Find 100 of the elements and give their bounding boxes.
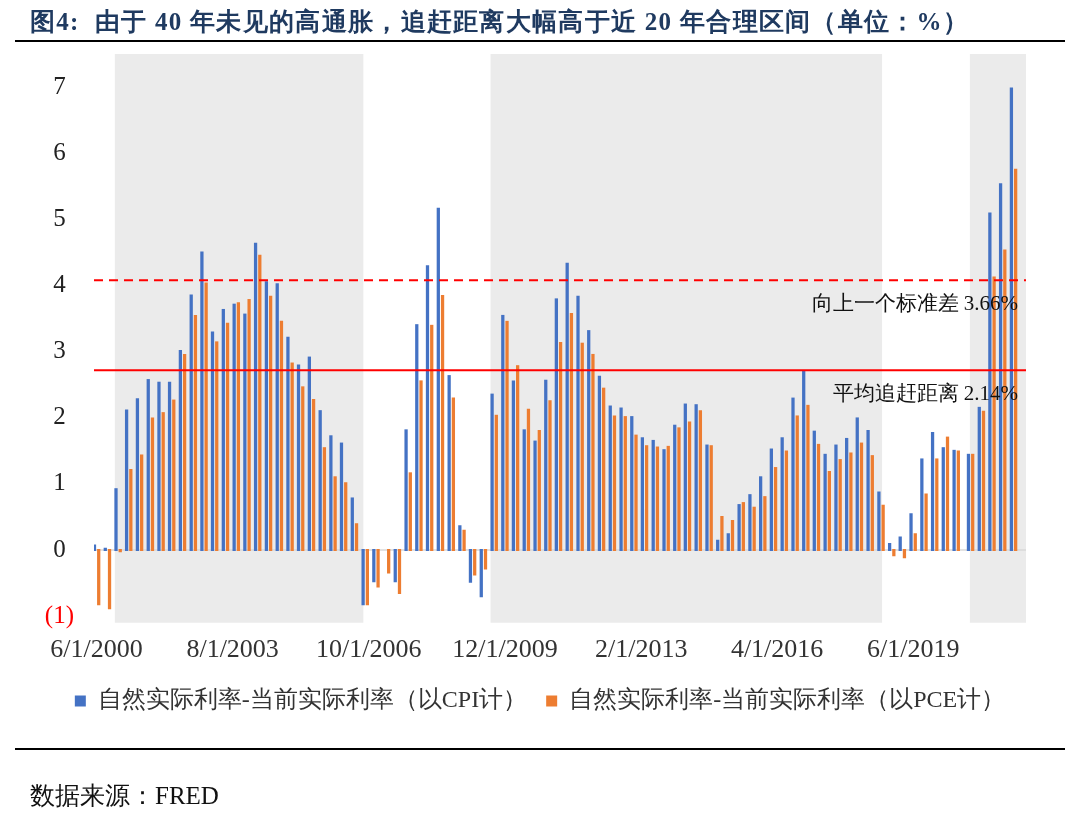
bar (114, 488, 118, 552)
bar (849, 452, 853, 552)
bar (494, 414, 498, 552)
bar (129, 469, 133, 552)
bar (569, 312, 574, 552)
bar (845, 437, 849, 552)
bar (941, 447, 945, 552)
bar (784, 450, 789, 552)
bar (511, 380, 516, 552)
bar (473, 549, 477, 576)
bar (834, 444, 838, 552)
bar (296, 364, 301, 552)
y-tick-label: 0 (53, 534, 66, 562)
bar (769, 448, 773, 552)
bar (737, 504, 741, 552)
bar (301, 386, 305, 552)
bar (311, 398, 316, 552)
bar (397, 549, 402, 595)
x-tick-label: 2/1/2013 (594, 634, 688, 664)
bar (816, 443, 821, 552)
bar (683, 403, 687, 552)
bar (215, 341, 219, 552)
bar (97, 549, 101, 606)
bar (387, 549, 391, 574)
x-tick-label: 6/1/2019 (866, 634, 960, 664)
bar (930, 431, 935, 552)
bar (612, 415, 617, 552)
bar (806, 404, 810, 552)
bar (161, 412, 165, 552)
legend-label: 自然实际利率-当前实际利率（以CPI计） (97, 686, 528, 713)
bar (425, 265, 430, 552)
bar (773, 467, 778, 552)
bar (408, 472, 412, 552)
bar (361, 549, 365, 606)
bar (855, 417, 859, 552)
bar (780, 437, 784, 552)
bar (522, 429, 526, 552)
y-tick-label: 7 (53, 71, 66, 99)
bar (763, 496, 767, 552)
bar (673, 424, 677, 552)
bar (705, 444, 709, 552)
bar (644, 445, 649, 552)
bar (866, 430, 870, 552)
chart-title: 图4: 由于 40 年未见的高通胀，追赶距离大幅高于近 20 年合理区间（单位：%） (30, 7, 970, 37)
bar (140, 454, 144, 552)
bar (666, 445, 670, 552)
bar (827, 471, 831, 552)
bar (544, 379, 548, 552)
bar (971, 453, 975, 552)
x-tick-label: 4/1/2016 (730, 634, 824, 664)
bar (307, 356, 311, 552)
bar (602, 387, 606, 552)
bar (419, 380, 423, 552)
bar (329, 435, 333, 552)
x-tick-label: 8/1/2003 (186, 634, 279, 664)
bar (812, 430, 816, 552)
bar (902, 549, 907, 559)
bar (859, 442, 864, 552)
bar (640, 437, 645, 552)
bar (172, 399, 176, 552)
bar (752, 506, 756, 552)
bar (726, 533, 730, 552)
bar (576, 295, 580, 552)
bar (694, 404, 698, 552)
bar (655, 446, 660, 552)
bar (458, 525, 462, 552)
bar (924, 493, 928, 552)
bar (232, 303, 236, 552)
x-tick-label: 12/1/2009 (452, 634, 558, 664)
bar (687, 421, 692, 552)
bar (339, 442, 344, 552)
bar (741, 502, 745, 552)
bar (795, 415, 799, 552)
bar (662, 449, 666, 552)
y-tick-label: 3 (53, 336, 66, 364)
bar (748, 494, 752, 552)
legend-label: 自然实际利率-当前实际利率（以PCE计） (569, 686, 1006, 713)
bar (210, 331, 215, 552)
bar (182, 353, 187, 552)
bar (909, 513, 913, 552)
bar (124, 409, 129, 552)
bar (898, 536, 902, 552)
bar (587, 330, 591, 552)
bar (619, 407, 623, 552)
bar (977, 406, 981, 552)
bar (167, 381, 172, 552)
bar (490, 393, 494, 552)
bar (505, 320, 509, 552)
bar (956, 450, 960, 552)
x-tick-label: 10/1/2006 (316, 634, 422, 664)
bar (945, 436, 950, 552)
bar (135, 398, 140, 552)
bar (887, 543, 892, 552)
y-tick-label: 6 (53, 137, 66, 165)
bar (981, 410, 986, 552)
bar (318, 410, 322, 552)
bar (204, 282, 208, 552)
bar (730, 519, 735, 552)
bar (430, 324, 434, 552)
bar (253, 242, 258, 552)
